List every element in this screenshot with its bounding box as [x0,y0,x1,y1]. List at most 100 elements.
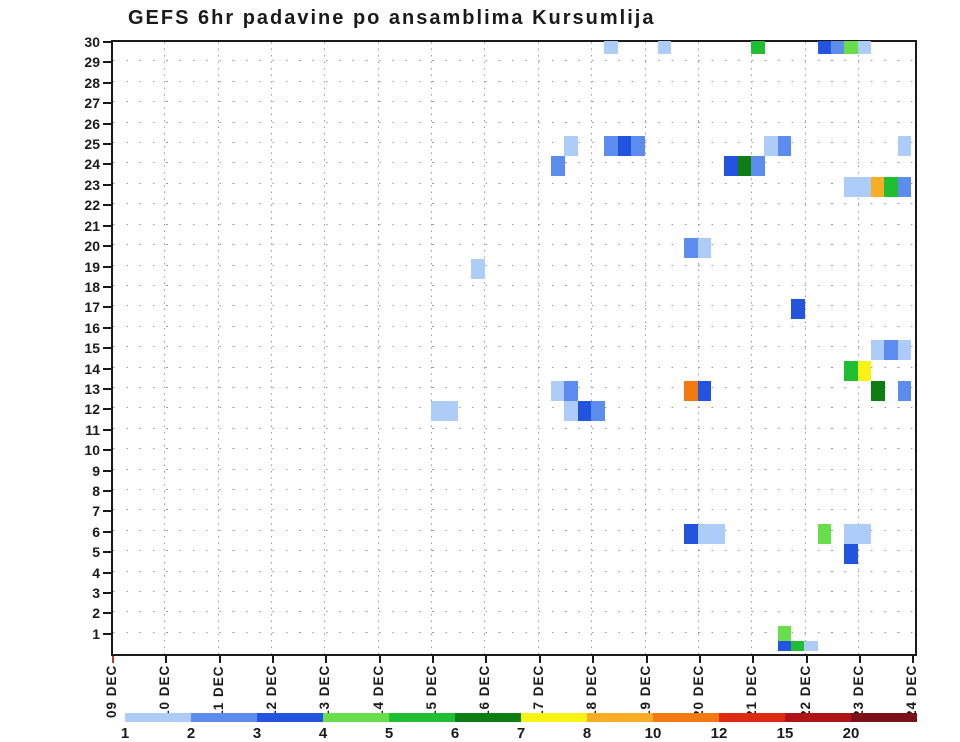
precip-cell [844,176,858,197]
y-axis-label: 3 [92,585,100,602]
y-axis-label: 8 [92,483,100,500]
y-axis-label: 9 [92,462,100,479]
x-axis-label: 15 DEC [424,664,440,718]
precip-cell [791,641,805,651]
y-axis-tick [103,387,112,390]
x-axis-tick [218,654,221,663]
day-gridline [697,42,699,654]
y-axis-label: 17 [84,299,100,316]
y-axis-tick [103,285,112,288]
y-axis-tick [103,245,112,248]
y-axis-label: 1 [92,625,100,642]
x-axis-tick [165,654,168,663]
member-gridline [113,101,915,103]
x-axis-tick [645,654,648,663]
x-axis-tick [485,654,488,663]
y-axis-tick [103,143,112,146]
precip-cell [897,136,912,157]
y-axis-label: 20 [84,238,100,255]
y-axis-label: 21 [84,217,100,234]
colorbar-segment [257,713,323,722]
precip-cell [697,238,712,259]
y-axis-tick [103,122,112,125]
x-axis-tick [752,654,755,663]
day-gridline [537,42,539,654]
day-gridline [857,42,859,654]
precip-cell [684,380,698,401]
member-gridline [113,550,915,552]
y-axis-label: 25 [84,136,100,153]
colorbar-segment [521,713,587,722]
x-axis-label: 22 DEC [797,664,813,718]
precip-cell [844,41,858,54]
x-axis-label: 23 DEC [850,664,866,718]
y-axis-tick [103,41,112,43]
plot-area [111,40,917,656]
y-axis-label: 14 [84,360,100,377]
precip-cell [857,360,872,381]
precip-cell [470,258,485,279]
precip-cell [550,380,565,401]
y-axis-label: 27 [84,95,100,112]
member-gridline [113,203,915,205]
precip-cell [684,238,698,259]
x-axis-label: 19 DEC [637,664,653,718]
y-axis-label: 28 [84,74,100,91]
precip-cell [604,136,618,157]
x-axis-tick [858,654,861,663]
precip-cell [711,523,725,544]
member-gridline [113,366,915,368]
colorbar-label: 10 [644,725,662,742]
y-axis-tick [103,551,112,554]
day-gridline [591,42,593,654]
member-gridline [113,591,915,593]
member-gridline [113,121,915,123]
y-axis-tick [103,612,112,615]
precip-cell [897,340,912,361]
y-axis-tick [103,163,112,166]
y-axis-label: 5 [92,544,100,561]
precip-cell [444,401,458,422]
precip-cell [897,176,912,197]
y-axis-tick [103,61,112,64]
x-axis-label: 14 DEC [370,664,386,718]
day-gridline [751,42,753,654]
colorbar-segment [191,713,257,722]
colorbar-segment [125,713,191,722]
y-axis-label: 23 [84,176,100,193]
colorbar-label: 2 [186,725,196,742]
y-axis-tick [103,632,112,635]
x-axis-label: 20 DEC [690,664,706,718]
y-axis-label: 22 [84,197,100,214]
precip-cell [831,41,845,54]
member-gridline [113,182,915,184]
precip-cell [764,136,778,157]
x-axis-label: 18 DEC [584,664,600,718]
x-axis-tick [432,654,435,663]
member-gridline [113,346,915,348]
colorbar-label: 12 [710,725,728,742]
y-axis-tick [103,408,112,411]
y-axis-tick [103,530,112,533]
precip-cell [871,380,885,401]
x-axis-tick [912,654,915,663]
precip-cell [897,380,912,401]
day-gridline [484,42,486,654]
y-axis-label: 19 [84,258,100,275]
x-axis-label: 21 DEC [744,664,760,718]
x-axis-label: 10 DEC [157,664,173,718]
colorbar-segment [785,713,851,722]
member-gridline [113,223,915,225]
precip-cell [777,625,792,646]
y-axis-label: 12 [84,401,100,418]
x-axis-tick [112,654,114,663]
precip-cell [697,523,712,544]
colorbar-segment [587,713,653,722]
member-gridline [113,264,915,266]
precip-cell [564,380,578,401]
member-gridline [113,325,915,327]
y-axis-tick [103,428,112,431]
precip-cell [550,156,565,177]
day-gridline [324,42,326,654]
precip-cell [751,156,765,177]
